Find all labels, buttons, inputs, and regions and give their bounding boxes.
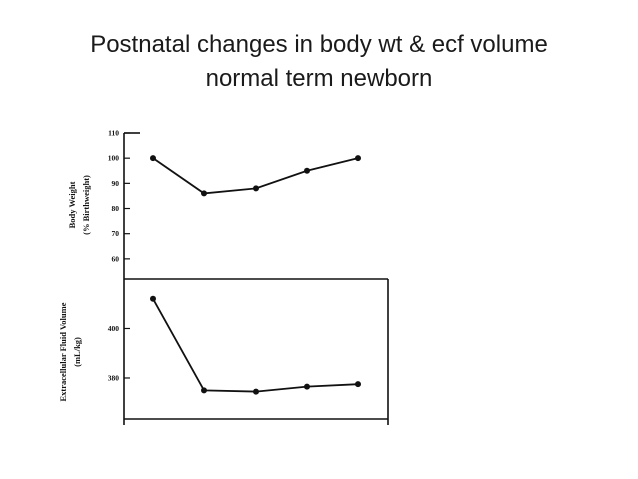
ecf-point-2 xyxy=(253,388,259,395)
body-weight-point-3 xyxy=(304,167,310,174)
body-weight-point-2 xyxy=(253,185,259,192)
body-weight-ytick-label-0: 110 xyxy=(108,129,119,138)
body-weight-ytick-label-3: 80 xyxy=(112,204,120,213)
body-weight-ytick-label-4: 70 xyxy=(112,229,120,238)
body-weight-point-1 xyxy=(201,190,207,197)
ecf-ylabel-1: Extracellular Fluid Volume xyxy=(58,302,68,401)
ecf-ylabel-2: (mL/kg) xyxy=(72,337,82,367)
ecf-ytick-label-1: 380 xyxy=(108,373,120,382)
body-weight-ytick-label-1: 100 xyxy=(108,154,120,163)
ecf-series-line xyxy=(152,298,359,393)
body-weight-ylabel-2: (% Birthweight) xyxy=(81,175,91,235)
title-line-2: normal term newborn xyxy=(205,65,433,92)
body-weight-ytick-label-2: 90 xyxy=(112,179,120,188)
body-weight-ylabel-1: Body Weight xyxy=(67,181,77,228)
ecf-point-0 xyxy=(150,295,156,302)
body-weight-point-4 xyxy=(355,155,361,162)
ecf-point-3 xyxy=(304,383,310,390)
body-weight-ytick-label-5: 60 xyxy=(112,254,120,263)
ecf-ytick-label-0: 400 xyxy=(108,324,120,333)
axes-frame xyxy=(123,132,389,425)
body-weight-point-0 xyxy=(150,155,156,162)
slide-title: Postnatal changes in body wt & ecf volum… xyxy=(0,28,638,96)
title-line-1: Postnatal changes in body wt & ecf volum… xyxy=(90,31,548,58)
chart-marks: 110 100 90 80 70 60 400 380 xyxy=(108,129,361,395)
ecf-point-1 xyxy=(201,387,207,394)
ecf-point-4 xyxy=(355,381,361,388)
